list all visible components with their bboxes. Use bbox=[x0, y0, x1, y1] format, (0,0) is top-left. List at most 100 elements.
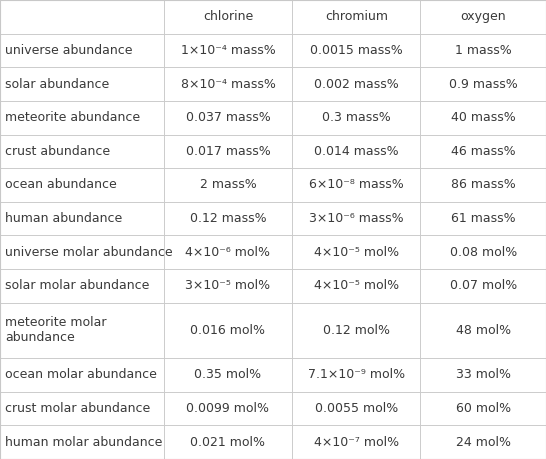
Bar bbox=[292, 168, 420, 202]
Text: universe molar abundance: universe molar abundance bbox=[5, 246, 173, 259]
Bar bbox=[164, 425, 292, 459]
Text: 6×10⁻⁸ mass%: 6×10⁻⁸ mass% bbox=[309, 179, 403, 191]
Bar bbox=[420, 358, 546, 392]
Bar bbox=[420, 202, 546, 235]
Text: crust molar abundance: crust molar abundance bbox=[5, 402, 151, 415]
Bar bbox=[164, 34, 292, 67]
Bar bbox=[0, 34, 164, 67]
Bar bbox=[0, 269, 164, 302]
Bar bbox=[164, 168, 292, 202]
Text: universe abundance: universe abundance bbox=[5, 44, 133, 57]
Bar bbox=[0, 0, 164, 34]
Bar bbox=[164, 101, 292, 134]
Text: 48 mol%: 48 mol% bbox=[456, 324, 511, 337]
Bar bbox=[292, 235, 420, 269]
Bar bbox=[292, 134, 420, 168]
Bar bbox=[420, 101, 546, 134]
Bar bbox=[292, 202, 420, 235]
Bar bbox=[420, 392, 546, 425]
Bar bbox=[420, 269, 546, 302]
Text: human abundance: human abundance bbox=[5, 212, 123, 225]
Text: 40 mass%: 40 mass% bbox=[451, 111, 515, 124]
Bar bbox=[0, 134, 164, 168]
Text: 0.0015 mass%: 0.0015 mass% bbox=[310, 44, 402, 57]
Bar bbox=[164, 235, 292, 269]
Bar bbox=[0, 425, 164, 459]
Bar bbox=[420, 134, 546, 168]
Bar bbox=[0, 358, 164, 392]
Text: chromium: chromium bbox=[325, 10, 388, 23]
Bar bbox=[0, 101, 164, 134]
Text: 61 mass%: 61 mass% bbox=[451, 212, 515, 225]
Text: ocean abundance: ocean abundance bbox=[5, 179, 117, 191]
Text: 0.037 mass%: 0.037 mass% bbox=[186, 111, 270, 124]
Text: 8×10⁻⁴ mass%: 8×10⁻⁴ mass% bbox=[181, 78, 275, 90]
Text: 4×10⁻⁶ mol%: 4×10⁻⁶ mol% bbox=[186, 246, 270, 259]
Bar bbox=[164, 358, 292, 392]
Text: 46 mass%: 46 mass% bbox=[451, 145, 515, 158]
Text: 0.021 mol%: 0.021 mol% bbox=[191, 436, 265, 449]
Bar bbox=[164, 269, 292, 302]
Bar bbox=[420, 302, 546, 358]
Text: 2 mass%: 2 mass% bbox=[200, 179, 256, 191]
Bar bbox=[164, 202, 292, 235]
Bar bbox=[0, 235, 164, 269]
Text: 0.3 mass%: 0.3 mass% bbox=[322, 111, 390, 124]
Text: 0.9 mass%: 0.9 mass% bbox=[449, 78, 518, 90]
Text: 24 mol%: 24 mol% bbox=[456, 436, 511, 449]
Text: 3×10⁻⁶ mass%: 3×10⁻⁶ mass% bbox=[309, 212, 403, 225]
Bar bbox=[164, 302, 292, 358]
Bar bbox=[164, 0, 292, 34]
Bar bbox=[292, 269, 420, 302]
Text: 1×10⁻⁴ mass%: 1×10⁻⁴ mass% bbox=[181, 44, 275, 57]
Bar bbox=[0, 168, 164, 202]
Bar bbox=[420, 0, 546, 34]
Text: 4×10⁻⁵ mol%: 4×10⁻⁵ mol% bbox=[314, 246, 399, 259]
Text: solar abundance: solar abundance bbox=[5, 78, 110, 90]
Text: 0.002 mass%: 0.002 mass% bbox=[314, 78, 399, 90]
Bar bbox=[292, 302, 420, 358]
Text: 0.08 mol%: 0.08 mol% bbox=[449, 246, 517, 259]
Bar bbox=[292, 425, 420, 459]
Text: 33 mol%: 33 mol% bbox=[456, 369, 511, 381]
Text: human molar abundance: human molar abundance bbox=[5, 436, 163, 449]
Bar bbox=[420, 235, 546, 269]
Text: 7.1×10⁻⁹ mol%: 7.1×10⁻⁹ mol% bbox=[308, 369, 405, 381]
Text: 86 mass%: 86 mass% bbox=[451, 179, 515, 191]
Text: 1 mass%: 1 mass% bbox=[455, 44, 512, 57]
Bar bbox=[292, 0, 420, 34]
Bar bbox=[420, 67, 546, 101]
Text: 0.12 mass%: 0.12 mass% bbox=[189, 212, 266, 225]
Text: 4×10⁻⁵ mol%: 4×10⁻⁵ mol% bbox=[314, 280, 399, 292]
Bar bbox=[0, 67, 164, 101]
Text: 0.07 mol%: 0.07 mol% bbox=[449, 280, 517, 292]
Text: ocean molar abundance: ocean molar abundance bbox=[5, 369, 157, 381]
Bar bbox=[420, 34, 546, 67]
Bar bbox=[292, 392, 420, 425]
Bar bbox=[420, 425, 546, 459]
Bar bbox=[164, 392, 292, 425]
Text: solar molar abundance: solar molar abundance bbox=[5, 280, 150, 292]
Bar bbox=[292, 101, 420, 134]
Bar bbox=[420, 168, 546, 202]
Bar bbox=[0, 202, 164, 235]
Bar bbox=[292, 67, 420, 101]
Bar bbox=[0, 302, 164, 358]
Text: 0.016 mol%: 0.016 mol% bbox=[191, 324, 265, 337]
Text: crust abundance: crust abundance bbox=[5, 145, 111, 158]
Text: oxygen: oxygen bbox=[460, 10, 506, 23]
Text: 3×10⁻⁵ mol%: 3×10⁻⁵ mol% bbox=[186, 280, 270, 292]
Text: meteorite abundance: meteorite abundance bbox=[5, 111, 140, 124]
Text: 0.0055 mol%: 0.0055 mol% bbox=[314, 402, 398, 415]
Text: chlorine: chlorine bbox=[203, 10, 253, 23]
Text: 4×10⁻⁷ mol%: 4×10⁻⁷ mol% bbox=[314, 436, 399, 449]
Bar bbox=[292, 358, 420, 392]
Text: 0.35 mol%: 0.35 mol% bbox=[194, 369, 262, 381]
Text: 0.0099 mol%: 0.0099 mol% bbox=[186, 402, 270, 415]
Bar bbox=[164, 67, 292, 101]
Bar bbox=[164, 134, 292, 168]
Text: 0.12 mol%: 0.12 mol% bbox=[323, 324, 390, 337]
Bar bbox=[292, 34, 420, 67]
Text: 0.014 mass%: 0.014 mass% bbox=[314, 145, 399, 158]
Text: meteorite molar
abundance: meteorite molar abundance bbox=[5, 316, 107, 344]
